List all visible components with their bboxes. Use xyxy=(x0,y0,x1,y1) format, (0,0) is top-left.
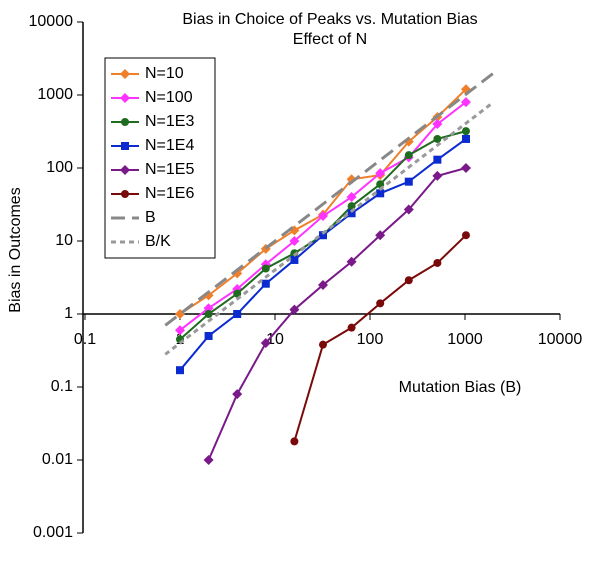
marker xyxy=(460,97,471,108)
y-tick-label: 10 xyxy=(55,232,73,249)
marker xyxy=(375,168,386,179)
marker xyxy=(404,177,413,186)
marker xyxy=(203,303,214,314)
chart-subtitle: Effect of N xyxy=(293,31,367,48)
marker xyxy=(317,279,328,290)
y-tick-label: 0.1 xyxy=(51,378,73,395)
legend-marker xyxy=(121,142,129,150)
series-line xyxy=(179,138,467,371)
legend-label: N=1E3 xyxy=(145,113,194,130)
marker xyxy=(404,151,413,160)
marker xyxy=(232,389,243,400)
marker xyxy=(376,299,385,308)
y-tick-label: 0.01 xyxy=(42,451,73,468)
marker xyxy=(346,192,357,203)
legend-marker xyxy=(120,165,130,175)
marker xyxy=(318,231,327,240)
marker xyxy=(261,264,270,273)
legend-marker xyxy=(121,118,129,126)
y-tick-label: 100 xyxy=(46,159,73,176)
marker xyxy=(403,204,414,215)
y-tick-label: 0.001 xyxy=(33,524,73,541)
marker xyxy=(261,279,270,288)
marker xyxy=(461,127,470,136)
legend-label: B xyxy=(145,209,156,226)
marker xyxy=(432,170,443,181)
marker xyxy=(204,310,213,318)
marker xyxy=(233,310,242,318)
reference-line xyxy=(164,100,495,356)
marker xyxy=(461,231,470,240)
marker xyxy=(318,340,327,349)
y-tick-label: 10000 xyxy=(29,13,74,30)
legend-label: N=1E4 xyxy=(145,137,194,154)
marker xyxy=(203,455,214,465)
marker xyxy=(460,163,471,173)
marker xyxy=(317,211,328,222)
legend-label: N=1E5 xyxy=(145,161,194,178)
marker xyxy=(433,134,442,143)
x-tick-label: 10 xyxy=(266,331,284,348)
x-tick-label: 100 xyxy=(357,331,384,348)
legend-marker xyxy=(120,69,130,79)
chart-title: Bias in Choice of Peaks vs. Mutation Bia… xyxy=(182,11,477,28)
marker xyxy=(204,331,213,340)
legend-label: N=100 xyxy=(145,89,193,106)
marker xyxy=(290,255,299,264)
marker xyxy=(433,155,442,164)
marker xyxy=(260,338,271,349)
marker xyxy=(346,256,357,267)
marker xyxy=(375,230,386,241)
marker xyxy=(289,236,300,246)
legend-marker xyxy=(120,93,130,103)
reference-line xyxy=(164,71,495,327)
legend: N=10 N=100 N=1E3 N=1E4 N=1E5 N=1E6 B B/K xyxy=(104,57,216,259)
x-tick-label: 1000 xyxy=(447,331,483,348)
x-axis-label: Mutation Bias (B) xyxy=(399,379,522,396)
marker xyxy=(290,437,299,446)
marker xyxy=(175,325,185,336)
series-line xyxy=(207,167,467,461)
y-tick-label: 1000 xyxy=(37,86,73,103)
legend-box xyxy=(104,57,216,259)
x-tick-label: 0.1 xyxy=(74,331,96,348)
marker xyxy=(404,276,413,285)
marker xyxy=(376,189,385,198)
legend-label: B/K xyxy=(145,233,171,250)
legend-label: N=1E6 xyxy=(145,185,194,202)
marker xyxy=(433,258,442,267)
legend-marker xyxy=(121,190,129,198)
y-tick-label: 1 xyxy=(64,305,73,322)
marker xyxy=(347,209,356,218)
x-tick-label: 10000 xyxy=(538,331,583,348)
marker xyxy=(176,366,184,375)
marker xyxy=(347,323,356,332)
y-axis-label: Bias in Outcomes xyxy=(7,187,24,312)
marker xyxy=(233,289,242,298)
marker xyxy=(461,134,470,143)
marker xyxy=(289,304,300,315)
legend-label: N=10 xyxy=(145,65,184,82)
marker xyxy=(432,119,443,130)
